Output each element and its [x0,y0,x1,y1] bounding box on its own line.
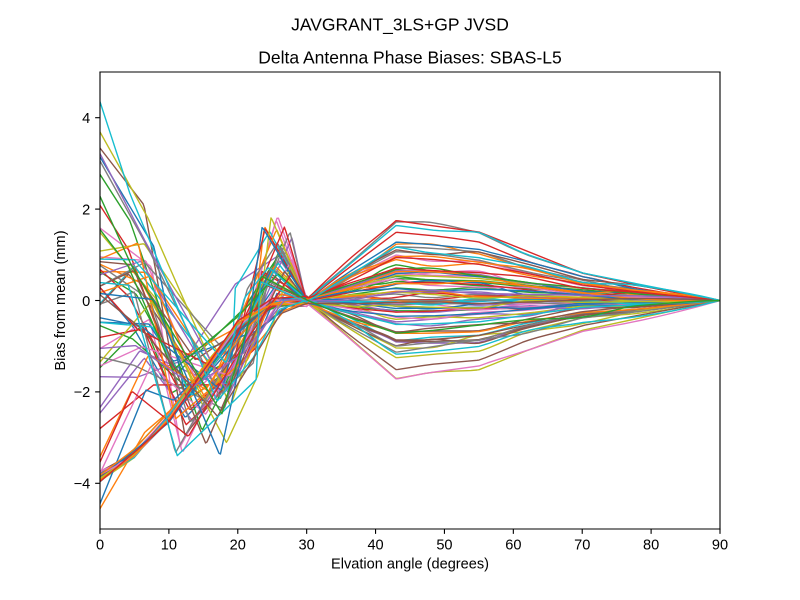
svg-text:60: 60 [505,537,521,553]
svg-text:40: 40 [367,537,383,553]
svg-text:0: 0 [96,537,104,553]
svg-text:−2: −2 [74,385,91,401]
svg-text:0: 0 [82,294,90,310]
svg-text:80: 80 [643,537,659,553]
svg-text:−4: −4 [74,477,91,493]
svg-text:4: 4 [82,111,90,127]
svg-text:Bias from mean (mm): Bias from mean (mm) [53,230,69,370]
svg-text:2: 2 [82,202,90,218]
svg-text:JAVGRANT_3LS+GP JVSD: JAVGRANT_3LS+GP JVSD [291,15,509,36]
svg-text:Delta Antenna Phase Biases: SB: Delta Antenna Phase Biases: SBAS-L5 [258,48,562,68]
svg-text:50: 50 [436,537,452,553]
svg-text:90: 90 [712,537,728,553]
svg-text:30: 30 [299,537,315,553]
svg-text:20: 20 [230,537,246,553]
svg-text:10: 10 [161,537,177,553]
svg-text:70: 70 [574,537,590,553]
svg-text:Elvation angle (degrees): Elvation angle (degrees) [331,556,489,572]
